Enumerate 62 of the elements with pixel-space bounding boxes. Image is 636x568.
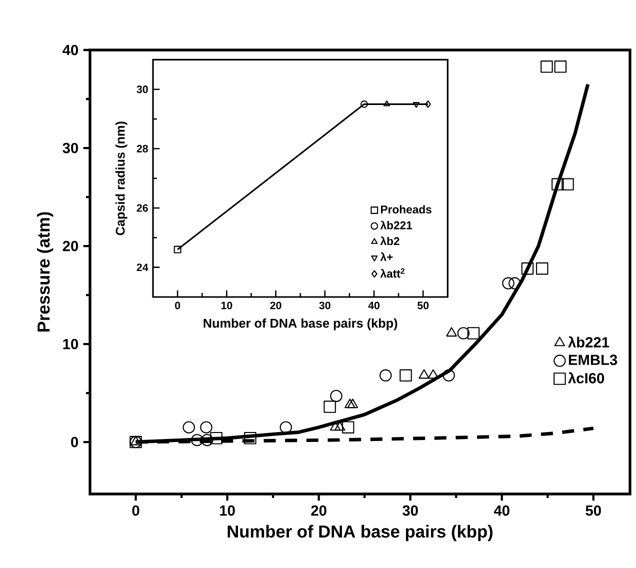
y-tick-label: 26 <box>136 204 148 212</box>
point <box>130 436 142 446</box>
point <box>442 369 455 382</box>
y-axis-title: Capsid radius (nm) <box>115 122 128 236</box>
legend-label: λcI60 <box>568 372 604 384</box>
point <box>562 178 574 190</box>
point <box>502 277 514 290</box>
legend-label: λatt$^{2}$ <box>380 268 404 278</box>
x-tick-label: 40 <box>494 505 510 516</box>
y-axis-title: Pressure (atm) <box>36 212 54 332</box>
point <box>418 369 430 379</box>
point <box>446 327 457 337</box>
legend-label: Proheads <box>381 205 432 214</box>
point <box>280 421 292 434</box>
y-tick-label: 40 <box>62 44 78 56</box>
y-tick-label: 20 <box>62 240 78 252</box>
legend-label: λb2 <box>380 236 400 246</box>
x-tick-label: 10 <box>221 302 232 310</box>
x-tick-label: 20 <box>311 505 326 516</box>
point <box>201 434 214 446</box>
y-tick-label: 10 <box>63 338 78 350</box>
x-tick-label: 0 <box>175 302 180 310</box>
legend-label: λb221 <box>568 336 610 348</box>
point <box>330 390 342 402</box>
point <box>342 421 354 434</box>
point <box>182 421 195 434</box>
point <box>552 178 564 190</box>
point <box>540 60 553 73</box>
y-tick-label: 0 <box>71 436 78 448</box>
point <box>379 369 392 382</box>
x-tick-label: 50 <box>418 302 429 310</box>
point <box>536 262 548 275</box>
point <box>428 369 439 379</box>
x-tick-label: 30 <box>319 302 330 310</box>
point <box>200 421 212 434</box>
x-axis-title: Number of DNA base pairs (kbp) <box>204 318 398 330</box>
point <box>400 369 412 382</box>
legend-label: EMBL3 <box>568 354 618 366</box>
legend-label: λb221 <box>380 220 412 230</box>
point <box>554 60 567 73</box>
point <box>334 421 346 431</box>
x-tick-label: 40 <box>368 302 380 310</box>
x-tick-label: 20 <box>270 302 282 310</box>
y-tick-label: 24 <box>136 264 148 272</box>
point <box>324 400 336 413</box>
point <box>190 434 204 446</box>
y-tick-label: 30 <box>62 142 78 154</box>
y-tick-label: 28 <box>136 144 148 152</box>
point <box>467 327 480 340</box>
point <box>347 398 358 408</box>
x-tick-label: 50 <box>586 505 601 516</box>
point <box>210 432 222 444</box>
point <box>457 327 470 340</box>
x-tick-label: 30 <box>402 505 418 516</box>
point <box>344 398 356 408</box>
y-tick-label: 30 <box>136 86 148 94</box>
x-axis-title: Number of DNA base pairs (kbp) <box>228 524 493 542</box>
x-tick-label: 10 <box>220 505 235 516</box>
point <box>521 262 534 275</box>
legend-label: λ+ <box>380 252 393 261</box>
point <box>244 432 256 444</box>
point <box>508 277 521 290</box>
